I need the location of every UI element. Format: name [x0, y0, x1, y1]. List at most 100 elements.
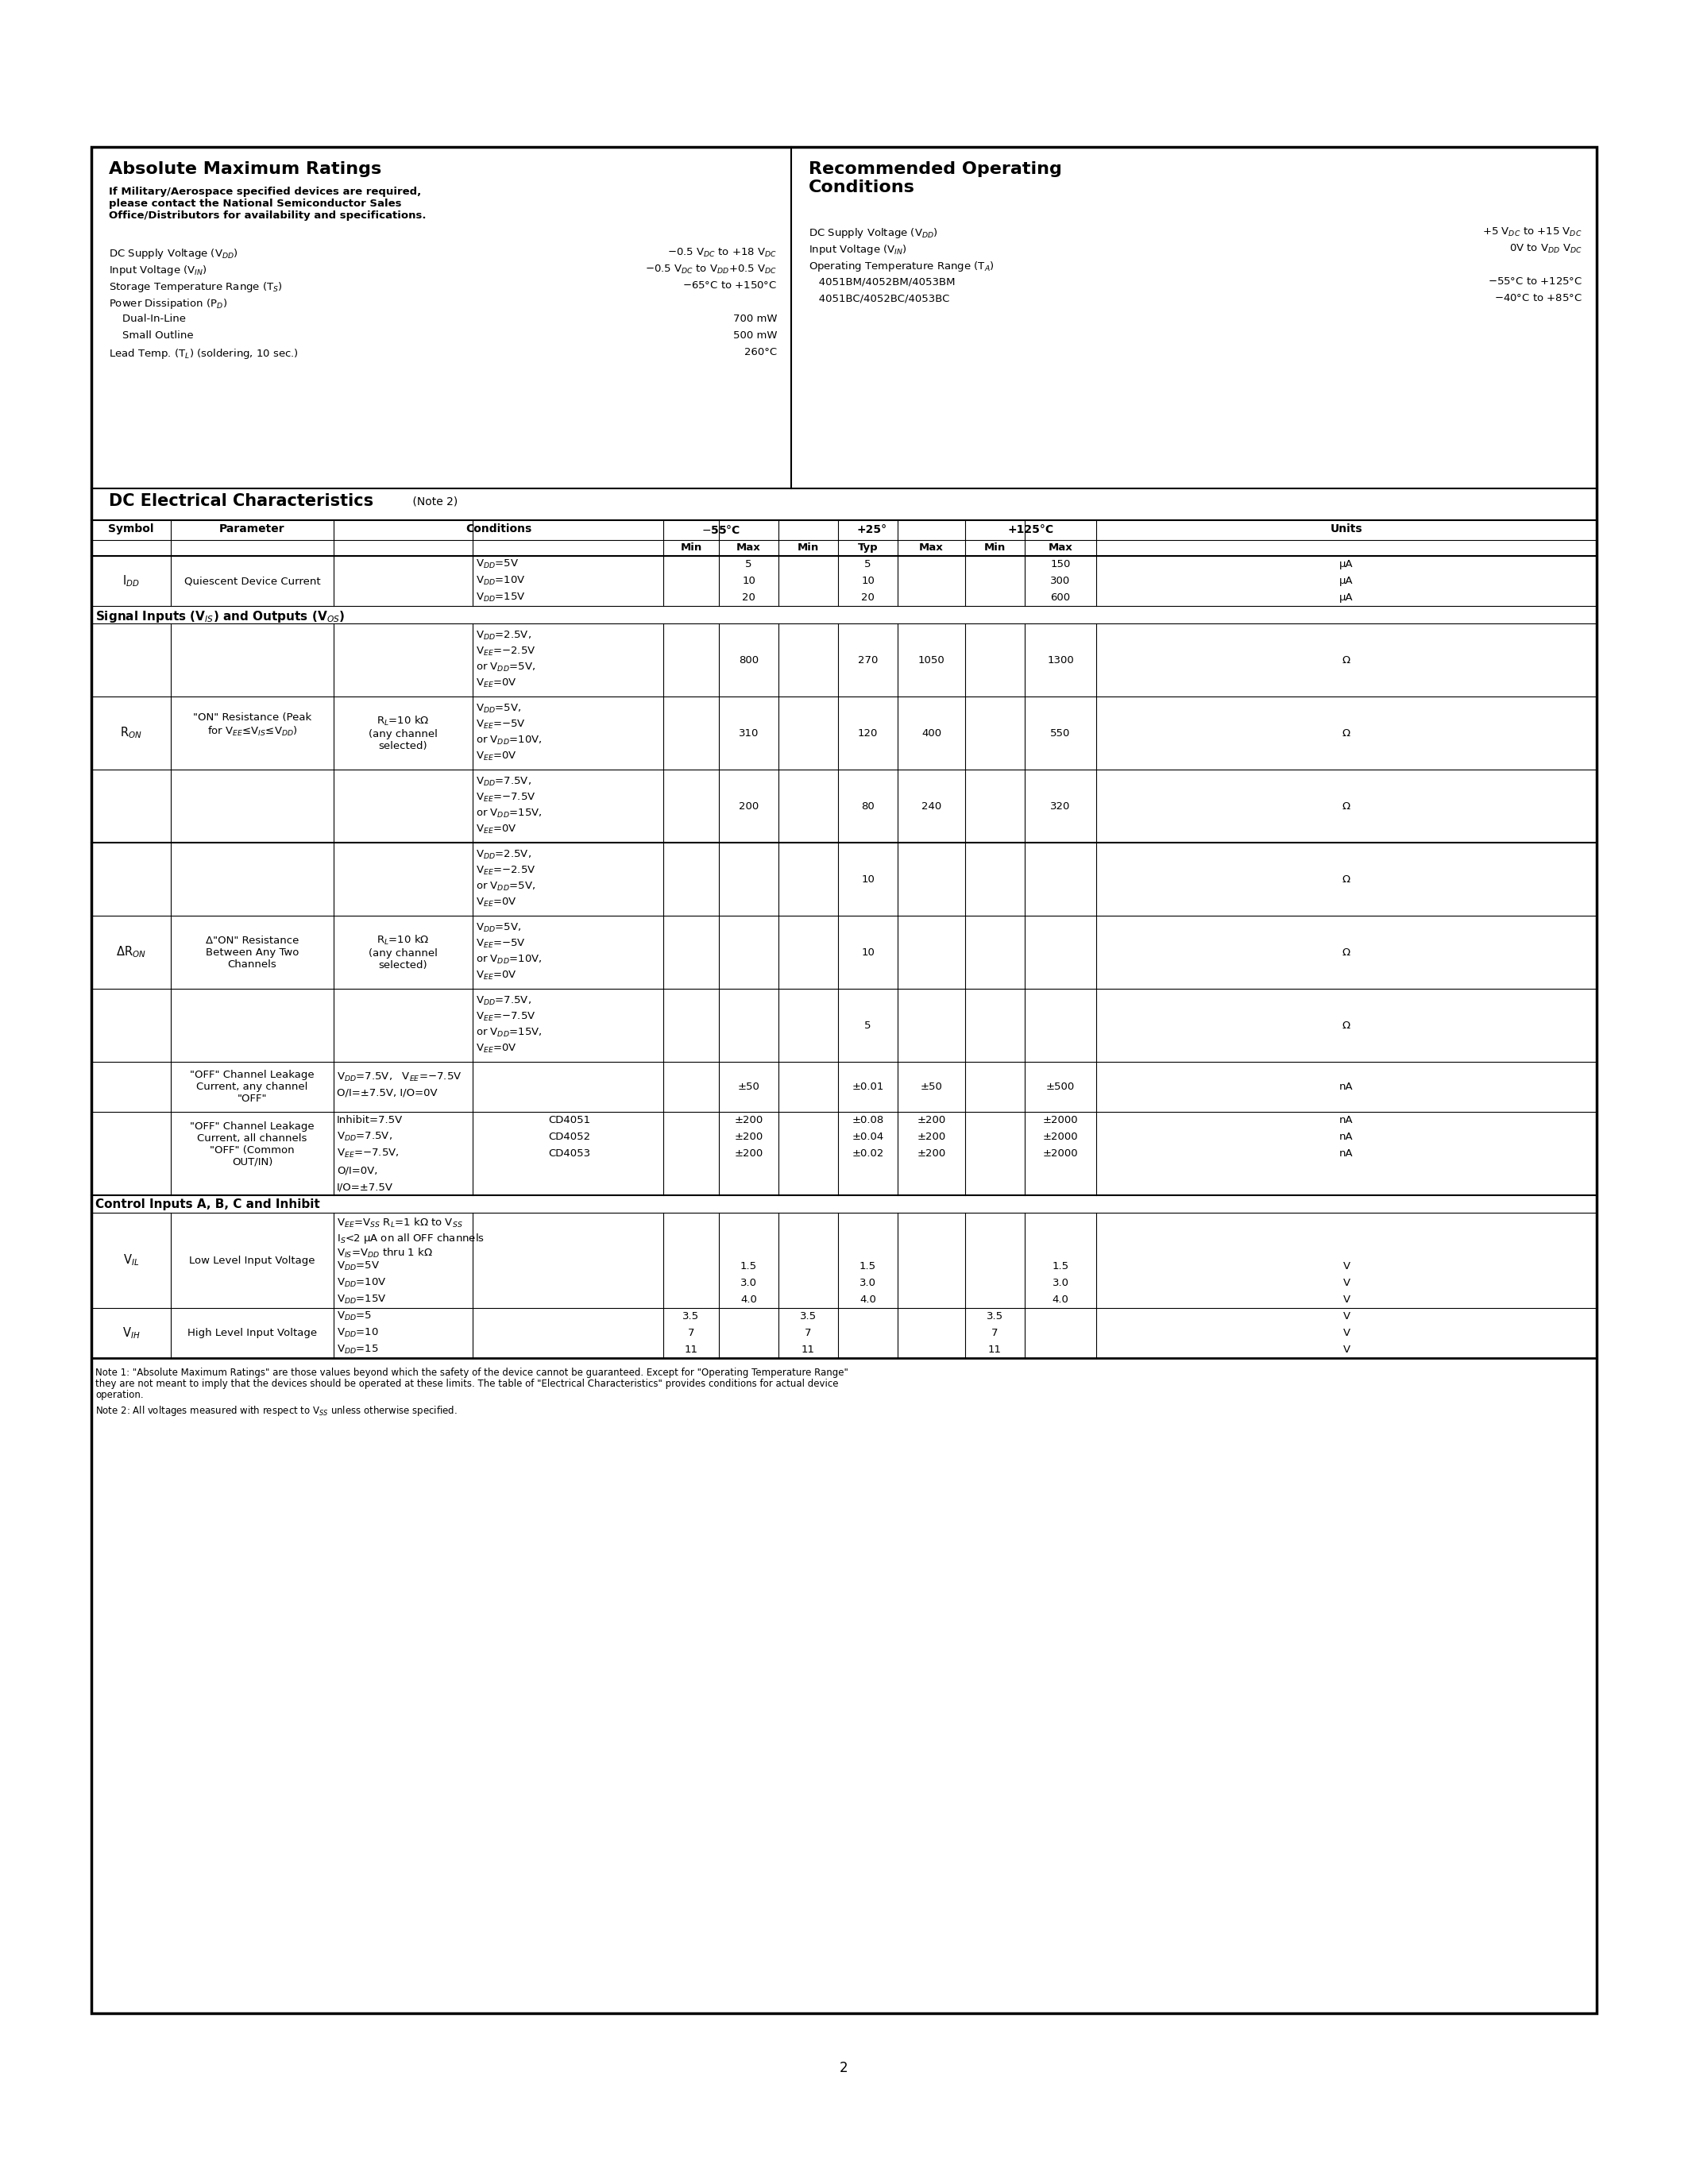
Text: "OFF" Channel Leakage
Current, all channels
"OFF" (Common
OUT/IN): "OFF" Channel Leakage Current, all chann… [191, 1120, 314, 1166]
Text: $-$0.5 V$_{DC}$ to V$_{DD}$+0.5 V$_{DC}$: $-$0.5 V$_{DC}$ to V$_{DD}$+0.5 V$_{DC}$ [645, 264, 776, 275]
Text: or V$_{DD}$=15V,: or V$_{DD}$=15V, [476, 808, 542, 819]
Text: Max: Max [736, 542, 761, 553]
Text: $-$40°C to +85°C: $-$40°C to +85°C [1494, 293, 1582, 304]
Text: V$_{DD}$=10: V$_{DD}$=10 [338, 1328, 378, 1339]
Text: +125°C: +125°C [1008, 524, 1053, 535]
Text: "ON" Resistance (Peak
for V$_{EE}$≤V$_{IS}$≤V$_{DD}$): "ON" Resistance (Peak for V$_{EE}$≤V$_{I… [192, 712, 312, 738]
Text: 3.5: 3.5 [682, 1310, 699, 1321]
Text: 3.5: 3.5 [986, 1310, 1003, 1321]
Text: "OFF" Channel Leakage
Current, any channel
"OFF": "OFF" Channel Leakage Current, any chann… [191, 1070, 314, 1103]
Text: ΔR$_{ON}$: ΔR$_{ON}$ [116, 946, 147, 959]
Text: R$_{ON}$: R$_{ON}$ [120, 725, 142, 740]
Text: 11: 11 [802, 1345, 815, 1354]
Text: Ω: Ω [1342, 727, 1350, 738]
Text: V$_{EE}$=0V: V$_{EE}$=0V [476, 970, 517, 981]
Text: Ω: Ω [1342, 874, 1350, 885]
Text: $-$55°C: $-$55°C [701, 524, 741, 535]
Text: V$_{DD}$=5V,: V$_{DD}$=5V, [476, 703, 522, 714]
Text: ±0.08: ±0.08 [852, 1116, 885, 1125]
Text: V$_{DD}$=7.5V,: V$_{DD}$=7.5V, [338, 1131, 392, 1142]
Text: 11: 11 [684, 1345, 697, 1354]
Text: O/I=±7.5V, I/O=0V: O/I=±7.5V, I/O=0V [338, 1088, 437, 1099]
Text: V$_{DD}$=2.5V,: V$_{DD}$=2.5V, [476, 850, 532, 860]
Text: 10: 10 [861, 577, 874, 585]
Text: DC Supply Voltage (V$_{DD}$): DC Supply Voltage (V$_{DD}$) [108, 247, 238, 260]
Text: 20: 20 [861, 592, 874, 603]
Text: 240: 240 [922, 802, 942, 810]
Text: ±50: ±50 [920, 1081, 942, 1092]
Text: nA: nA [1340, 1081, 1354, 1092]
Text: 1050: 1050 [918, 655, 945, 666]
Text: V$_{EE}$=0V: V$_{EE}$=0V [476, 898, 517, 909]
Text: ±200: ±200 [917, 1116, 945, 1125]
Text: 300: 300 [1050, 577, 1070, 585]
Text: Power Dissipation (P$_D$): Power Dissipation (P$_D$) [108, 297, 228, 310]
Text: ±2000: ±2000 [1043, 1131, 1079, 1142]
Text: Control Inputs A, B, C and Inhibit: Control Inputs A, B, C and Inhibit [95, 1199, 321, 1210]
Text: V$_{EE}$=0V: V$_{EE}$=0V [476, 751, 517, 762]
Text: Symbol: Symbol [108, 524, 154, 535]
Text: 800: 800 [739, 655, 758, 666]
Text: 5: 5 [864, 559, 871, 570]
Text: V$_{EE}$=$-$5V: V$_{EE}$=$-$5V [476, 719, 525, 732]
Text: Min: Min [680, 542, 702, 553]
Text: Min: Min [984, 542, 1006, 553]
Text: DC Electrical Characteristics: DC Electrical Characteristics [108, 494, 373, 509]
Text: 3.0: 3.0 [859, 1278, 876, 1289]
Text: Ω: Ω [1342, 1020, 1350, 1031]
Text: 10: 10 [861, 874, 874, 885]
Text: 3.0: 3.0 [741, 1278, 756, 1289]
Text: Input Voltage (V$_{IN}$): Input Voltage (V$_{IN}$) [108, 264, 208, 277]
Text: 7: 7 [805, 1328, 812, 1339]
Text: Conditions: Conditions [466, 524, 532, 535]
Text: 550: 550 [1050, 727, 1070, 738]
Text: V: V [1344, 1260, 1350, 1271]
Text: $-$0.5 V$_{DC}$ to +18 V$_{DC}$: $-$0.5 V$_{DC}$ to +18 V$_{DC}$ [667, 247, 776, 260]
Text: ±0.02: ±0.02 [852, 1149, 885, 1160]
Text: V$_{DD}$=15: V$_{DD}$=15 [338, 1343, 378, 1356]
Text: V$_{DD}$=2.5V,: V$_{DD}$=2.5V, [476, 629, 532, 642]
Text: V$_{EE}$=$-$5V: V$_{EE}$=$-$5V [476, 937, 525, 950]
Text: 4.0: 4.0 [1052, 1295, 1069, 1304]
Text: 3.0: 3.0 [1052, 1278, 1069, 1289]
Text: V$_{EE}$=$-$2.5V: V$_{EE}$=$-$2.5V [476, 646, 535, 657]
Text: 1.5: 1.5 [859, 1260, 876, 1271]
Text: Inhibit=7.5V: Inhibit=7.5V [338, 1116, 403, 1125]
Text: 3.5: 3.5 [800, 1310, 817, 1321]
Text: ±0.04: ±0.04 [852, 1131, 885, 1142]
Text: Min: Min [797, 542, 819, 553]
Text: Lead Temp. (T$_L$) (soldering, 10 sec.): Lead Temp. (T$_L$) (soldering, 10 sec.) [108, 347, 299, 360]
Text: ±50: ±50 [738, 1081, 760, 1092]
Text: 1.5: 1.5 [1052, 1260, 1069, 1271]
Text: 260°C: 260°C [744, 347, 776, 358]
Text: or V$_{DD}$=15V,: or V$_{DD}$=15V, [476, 1026, 542, 1040]
Text: Ω: Ω [1342, 948, 1350, 957]
Text: CD4051: CD4051 [549, 1116, 591, 1125]
Text: 20: 20 [743, 592, 756, 603]
Text: V: V [1344, 1310, 1350, 1321]
Text: 1300: 1300 [1047, 655, 1074, 666]
Text: 10: 10 [743, 577, 756, 585]
Text: V$_{DD}$=10V: V$_{DD}$=10V [338, 1278, 387, 1289]
Text: 270: 270 [858, 655, 878, 666]
Text: they are not meant to imply that the devices should be operated at these limits.: they are not meant to imply that the dev… [95, 1378, 839, 1389]
Text: DC Supply Voltage (V$_{DD}$): DC Supply Voltage (V$_{DD}$) [809, 227, 939, 240]
Text: V$_{EE}$=$-$7.5V,: V$_{EE}$=$-$7.5V, [338, 1147, 398, 1160]
Text: Units: Units [1330, 524, 1362, 535]
Text: Ω: Ω [1342, 655, 1350, 666]
Text: nA: nA [1340, 1131, 1354, 1142]
Text: V: V [1344, 1345, 1350, 1354]
Text: 200: 200 [739, 802, 758, 810]
Text: V: V [1344, 1328, 1350, 1339]
Text: Low Level Input Voltage: Low Level Input Voltage [189, 1256, 316, 1265]
Text: V$_{DD}$=7.5V,   V$_{EE}$=$-$7.5V: V$_{DD}$=7.5V, V$_{EE}$=$-$7.5V [338, 1072, 463, 1083]
Text: $-$65°C to +150°C: $-$65°C to +150°C [682, 280, 776, 290]
Text: $-$55°C to +125°C: $-$55°C to +125°C [1487, 277, 1582, 286]
Text: V$_{IS}$=V$_{DD}$ thru 1 kΩ: V$_{IS}$=V$_{DD}$ thru 1 kΩ [338, 1247, 432, 1260]
Text: V$_{EE}$=0V: V$_{EE}$=0V [476, 1042, 517, 1055]
Text: V$_{DD}$=5: V$_{DD}$=5 [338, 1310, 371, 1321]
Text: or V$_{DD}$=5V,: or V$_{DD}$=5V, [476, 662, 535, 673]
Text: R$_L$=10 kΩ
(any channel
selected): R$_L$=10 kΩ (any channel selected) [368, 935, 437, 970]
Text: 320: 320 [1050, 802, 1070, 810]
Text: ±200: ±200 [734, 1149, 763, 1160]
